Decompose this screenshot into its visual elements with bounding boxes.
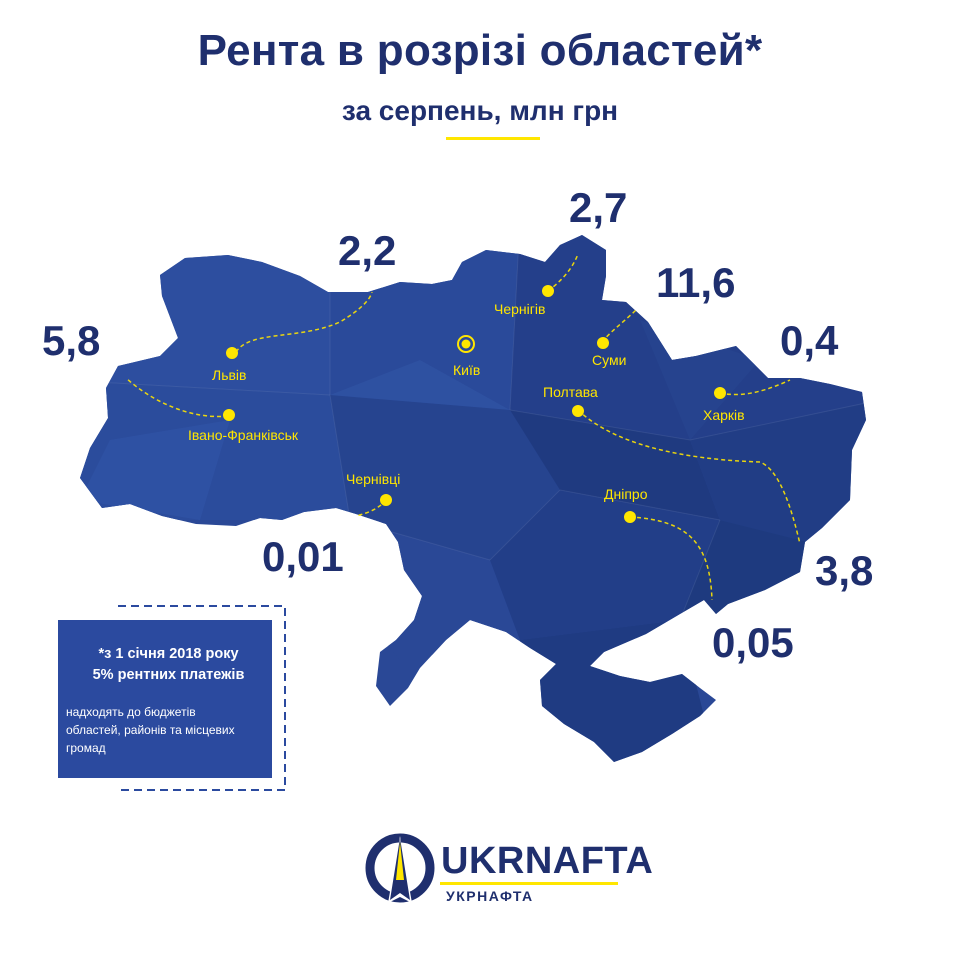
kyiv-marker (461, 339, 471, 349)
city-label-ivano-frankivsk: Івано-Франківськ (188, 427, 299, 443)
value-sumy: 11,6 (656, 259, 736, 306)
value-ivano-frankivsk: 5,8 (42, 317, 101, 364)
value-kharkiv: 0,4 (780, 317, 839, 364)
city-label-dnipro: Дніпро (604, 486, 648, 502)
city-label-sumy: Суми (592, 352, 627, 368)
footnote-box (58, 620, 272, 778)
poltava-marker (572, 405, 584, 417)
city-label-poltava: Полтава (543, 384, 598, 400)
footnote-text-line3: громад (66, 741, 106, 755)
chernivtsi-marker (380, 494, 392, 506)
city-label-chernivtsi: Чернівці (346, 471, 401, 487)
chernihiv-marker (542, 285, 554, 297)
value-dnipro: 0,05 (712, 619, 794, 666)
footnote-text-line1: надходять до бюджетів (66, 705, 196, 719)
footnote-text: надходять до бюджетів областей, районів … (66, 703, 271, 757)
note-frame (118, 605, 286, 791)
dnipro-marker (624, 511, 636, 523)
sumy-marker (597, 337, 609, 349)
logo-wordmark: UKRNAFTA (441, 840, 654, 882)
city-label-chernihiv: Чернігів (494, 301, 546, 317)
value-chernihiv: 2,7 (569, 184, 628, 231)
kyiv-marker-ring (457, 335, 475, 353)
footnote-heading: *з 1 січня 2018 року 5% рентних платежів (66, 644, 271, 686)
city-label-kyiv: Київ (453, 362, 481, 378)
page-title: Рента в розрізі областей* (197, 26, 763, 75)
city-label-kharkiv: Харків (703, 407, 745, 423)
value-lviv: 2,2 (338, 227, 397, 274)
ivano-frankivsk-marker (223, 409, 235, 421)
footnote-heading-line2: 5% рентних платежів (92, 667, 245, 683)
logo-wordmark-cyrillic: УКРНАФТА (446, 888, 534, 904)
kharkiv-marker (714, 387, 726, 399)
page-subtitle: за серпень, млн грн (341, 95, 619, 126)
ukrnafta-logo-icon (365, 833, 435, 903)
subtitle-underline (446, 137, 540, 140)
lviv-marker (226, 347, 238, 359)
footnote-text-line2: областей, районів та місцевих (66, 723, 235, 737)
city-label-lviv: Львів (212, 367, 247, 383)
city-markers (223, 285, 726, 523)
logo-underline (440, 882, 618, 885)
footnote-heading-line1: *з 1 січня 2018 року (98, 646, 239, 662)
value-chernivtsi: 0,01 (262, 533, 344, 580)
value-poltava: 3,8 (815, 547, 874, 594)
